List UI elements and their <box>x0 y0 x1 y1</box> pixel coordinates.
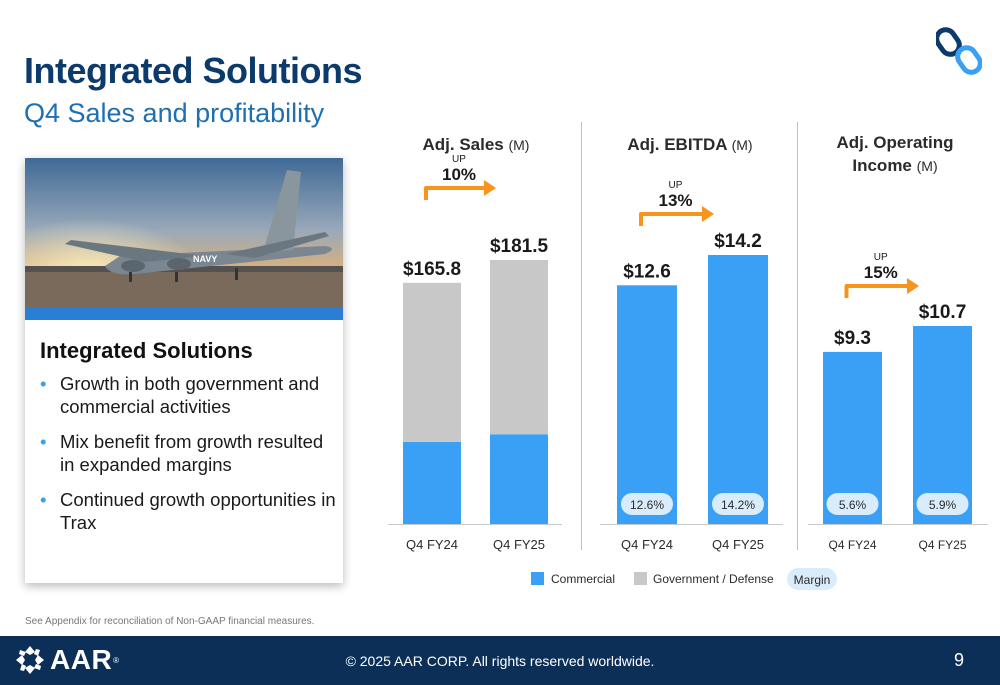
growth-arrow <box>639 212 704 226</box>
bullet-text: Continued growth opportunities in Trax <box>60 489 336 533</box>
chart-title: Adj. EBITDA (M) <box>627 135 752 154</box>
margin-label: 5.9% <box>929 498 957 512</box>
card-heading: Integrated Solutions <box>40 338 253 363</box>
legend-label-government-defense: Government / Defense <box>653 572 774 586</box>
margin-label: 12.6% <box>630 498 664 512</box>
margin-label: 14.2% <box>721 498 755 512</box>
bullet-text: Growth in both government and commercial… <box>60 373 320 417</box>
copyright-text: © 2025 AAR CORP. All rights reserved wor… <box>345 653 655 669</box>
bar-commercial <box>617 285 677 524</box>
legend-label-margin: Margin <box>794 573 831 587</box>
legend-swatch-margin <box>787 568 837 590</box>
bullet-item: • Continued growth opportunities in Trax <box>40 489 336 533</box>
data-label: $14.2 <box>714 231 762 252</box>
bar-commercial <box>490 434 548 524</box>
data-label: $181.5 <box>490 236 549 257</box>
chart-divider <box>581 122 582 550</box>
page-subtitle: Q4 Sales and profitability <box>24 98 325 128</box>
footnote: See Appendix for reconciliation of Non-G… <box>25 616 315 627</box>
page-title: Integrated Solutions <box>24 50 363 91</box>
margin-pill <box>826 493 879 515</box>
growth-arrow <box>844 284 909 298</box>
margin-pill <box>621 493 673 515</box>
chain-link-icon <box>936 27 982 75</box>
aar-logo-text: AAR <box>50 644 113 675</box>
legend-swatch-commercial <box>531 572 544 585</box>
bullet-item: • Growth in both government and commercia… <box>40 373 320 417</box>
bar-commercial <box>913 326 972 524</box>
growth-arrowhead <box>702 206 714 222</box>
margin-pill <box>916 493 969 515</box>
tick-label: Q4 FY24 <box>828 538 876 552</box>
aircraft-photo: NAVY <box>25 158 343 320</box>
bar-government-defense <box>490 260 548 435</box>
bar-government-defense <box>403 282 461 442</box>
bullet-list: • Growth in both government and commercia… <box>40 372 340 546</box>
change-label: 15% <box>864 263 898 282</box>
tick-label: Q4 FY25 <box>712 537 764 552</box>
change-prefix: UP <box>669 180 683 191</box>
aar-logo-icon <box>16 646 44 674</box>
change-prefix: UP <box>874 252 888 263</box>
tick-label: Q4 FY24 <box>621 537 673 552</box>
data-label: $165.8 <box>403 259 461 280</box>
legend-label-commercial: Commercial <box>551 572 615 586</box>
change-prefix: UP <box>452 154 466 165</box>
bullet-item: • Mix benefit from growth resulted in exp… <box>40 431 324 475</box>
growth-arrowhead <box>484 180 496 196</box>
change-label: 10% <box>442 165 476 184</box>
chart-title: Adj. Operating <box>836 133 953 152</box>
margin-pill <box>712 493 764 515</box>
footer-bar: AAR ® © 2025 AAR CORP. All rights reserve… <box>0 636 1000 685</box>
page-number: 9 <box>953 650 964 670</box>
legend-swatch-government-defense <box>634 572 647 585</box>
tick-label: Q4 FY25 <box>493 537 545 552</box>
aar-logo: AAR ® <box>14 644 119 676</box>
growth-arrowhead <box>907 278 919 294</box>
change-label: 13% <box>658 191 692 210</box>
tick-label: Q4 FY25 <box>918 538 966 552</box>
chart-title: Adj. Sales (M) <box>423 135 530 154</box>
data-label: $12.6 <box>623 261 671 282</box>
photo-accent-bar <box>25 308 343 320</box>
bar-commercial <box>403 441 461 524</box>
chart-divider <box>797 122 798 550</box>
tick-label: Q4 FY24 <box>406 537 458 552</box>
segment-card: NAVY Integrated Solutions • Growth in bot… <box>25 158 343 583</box>
data-label: $10.7 <box>919 302 967 323</box>
svg-text:NAVY: NAVY <box>193 254 217 264</box>
bullet-text: Mix benefit from growth resulted in expa… <box>60 431 324 475</box>
data-label: $9.3 <box>834 328 871 349</box>
growth-arrow <box>424 186 486 200</box>
bar-commercial <box>708 255 768 524</box>
margin-label: 5.6% <box>839 498 867 512</box>
chart-title: Income (M) <box>852 156 937 175</box>
charts-area: Adj. Sales (M) $165.8 Q4 FY24 $181.5 Q4 FY25… <box>388 133 988 590</box>
